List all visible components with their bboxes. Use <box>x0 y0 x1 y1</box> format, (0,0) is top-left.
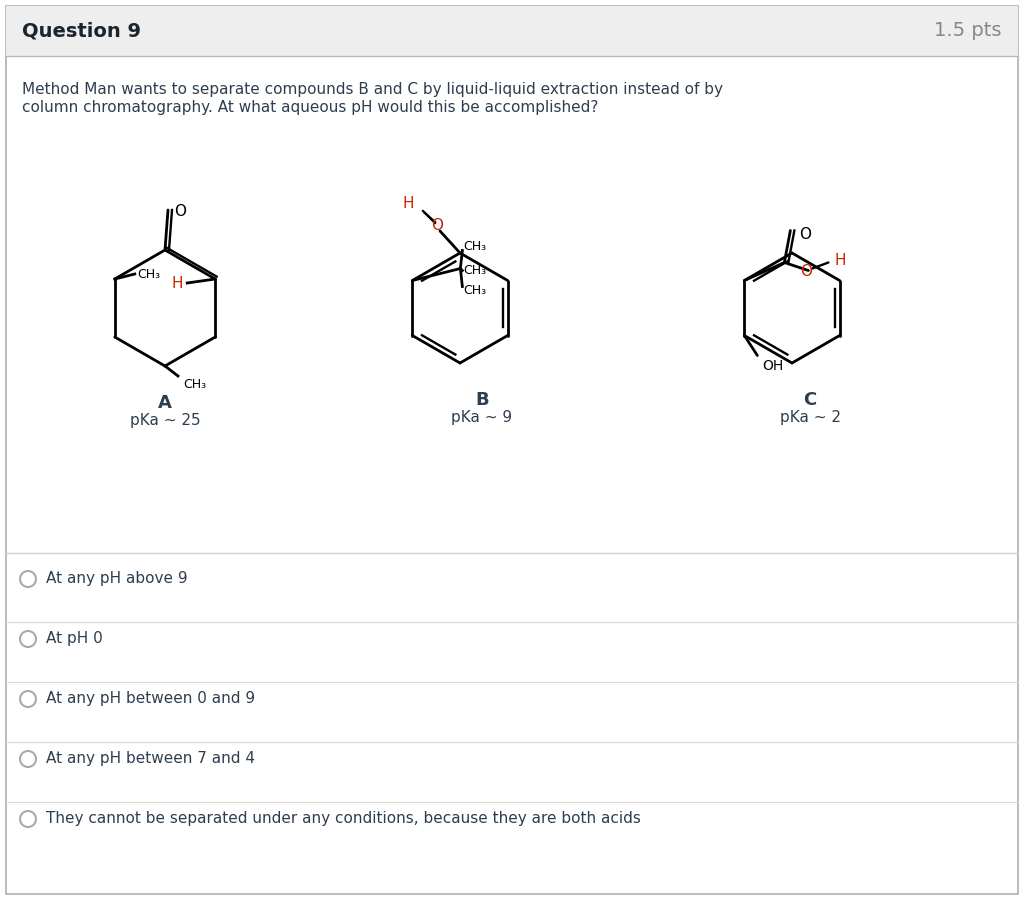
Text: C: C <box>804 391 816 409</box>
Text: B: B <box>475 391 488 409</box>
Text: CH₃: CH₃ <box>464 240 486 253</box>
Text: 1.5 pts: 1.5 pts <box>935 22 1002 40</box>
Text: CH₃: CH₃ <box>183 377 206 391</box>
Bar <box>6 6 1018 56</box>
Text: They cannot be separated under any conditions, because they are both acids: They cannot be separated under any condi… <box>46 812 641 826</box>
Text: Method Man wants to separate compounds B and C by liquid-liquid extraction inste: Method Man wants to separate compounds B… <box>22 82 723 97</box>
Text: O: O <box>431 218 443 232</box>
Text: CH₃: CH₃ <box>137 267 160 281</box>
Text: pKa ~ 9: pKa ~ 9 <box>452 410 513 425</box>
Text: H: H <box>172 275 183 291</box>
Text: pKa ~ 25: pKa ~ 25 <box>130 413 201 428</box>
Text: O: O <box>174 204 186 220</box>
Text: O: O <box>800 227 811 242</box>
Text: pKa ~ 2: pKa ~ 2 <box>779 410 841 425</box>
Text: A: A <box>158 394 172 412</box>
Text: O: O <box>801 264 812 279</box>
Text: At any pH above 9: At any pH above 9 <box>46 572 187 587</box>
Text: H: H <box>402 195 414 211</box>
Text: CH₃: CH₃ <box>464 284 486 297</box>
Text: At any pH between 7 and 4: At any pH between 7 and 4 <box>46 752 255 767</box>
Text: CH₃: CH₃ <box>464 264 486 277</box>
Text: column chromatography. At what aqueous pH would this be accomplished?: column chromatography. At what aqueous p… <box>22 100 598 115</box>
Text: Question 9: Question 9 <box>22 22 141 40</box>
Text: OH: OH <box>763 359 783 374</box>
Text: H: H <box>835 253 846 268</box>
Text: At pH 0: At pH 0 <box>46 632 102 646</box>
Text: At any pH between 0 and 9: At any pH between 0 and 9 <box>46 691 255 707</box>
